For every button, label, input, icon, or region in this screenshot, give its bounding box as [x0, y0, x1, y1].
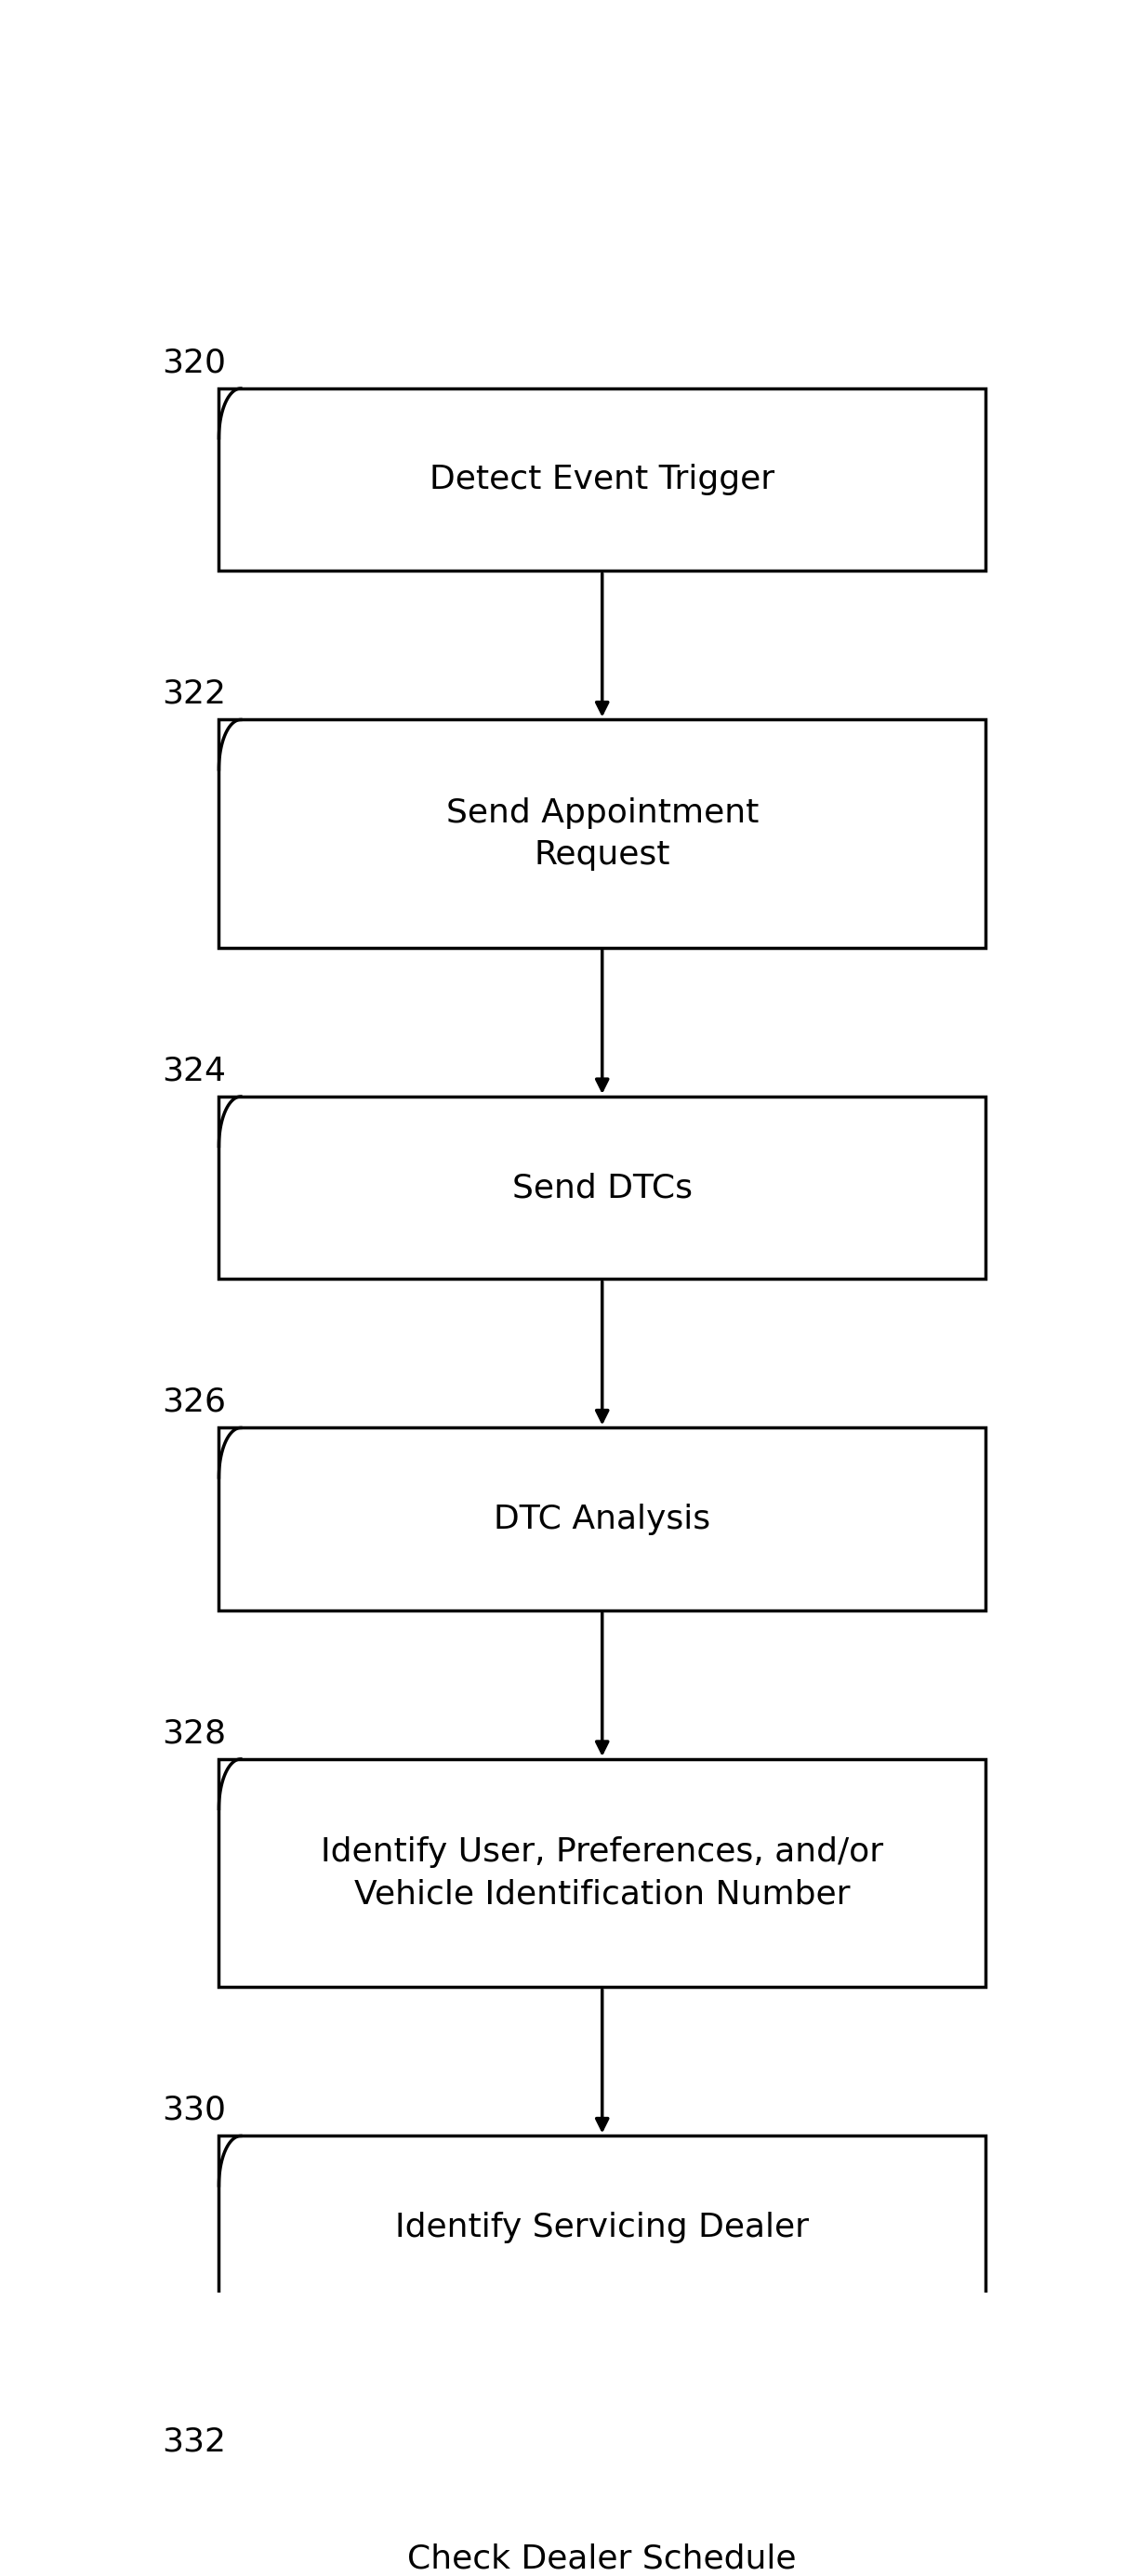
Text: 330: 330 [162, 2094, 226, 2125]
FancyBboxPatch shape [219, 2136, 986, 2318]
FancyBboxPatch shape [219, 2468, 986, 2576]
Text: 332: 332 [162, 2427, 226, 2458]
FancyBboxPatch shape [219, 1759, 986, 1986]
Text: Check Dealer Schedule: Check Dealer Schedule [408, 2543, 797, 2573]
FancyBboxPatch shape [219, 719, 986, 948]
Text: Send DTCs: Send DTCs [513, 1172, 692, 1203]
Text: 322: 322 [162, 677, 226, 711]
Text: 324: 324 [162, 1056, 226, 1087]
Text: DTC Analysis: DTC Analysis [493, 1504, 710, 1535]
Text: Identify Servicing Dealer: Identify Servicing Dealer [396, 2210, 809, 2244]
Text: 326: 326 [162, 1386, 226, 1417]
FancyBboxPatch shape [219, 1427, 986, 1610]
Text: Detect Event Trigger: Detect Event Trigger [429, 464, 774, 495]
Text: 328: 328 [162, 1718, 227, 1749]
Text: 320: 320 [162, 348, 226, 379]
FancyBboxPatch shape [219, 1097, 986, 1280]
Text: Identify User, Preferences, and/or
Vehicle Identification Number: Identify User, Preferences, and/or Vehic… [320, 1837, 883, 1909]
FancyBboxPatch shape [219, 389, 986, 572]
Text: Send Appointment
Request: Send Appointment Request [446, 796, 759, 871]
